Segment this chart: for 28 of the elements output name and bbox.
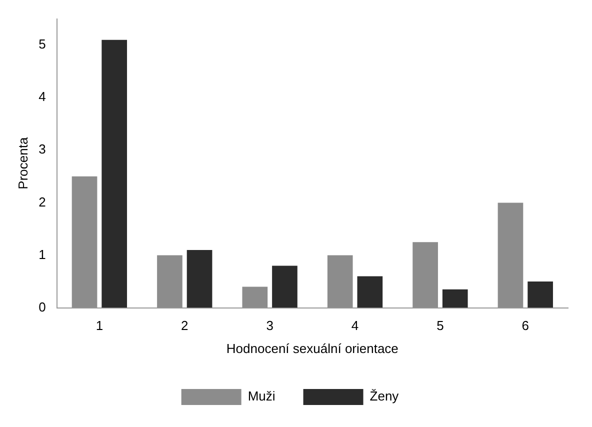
bar: [242, 286, 268, 308]
bar: [357, 276, 383, 308]
y-tick-label: 2: [38, 194, 46, 210]
legend-label: Ženy: [370, 388, 400, 404]
x-tick-label: 3: [266, 318, 274, 334]
bar: [186, 250, 212, 308]
legend-label: Muži: [248, 388, 276, 404]
bar: [102, 40, 128, 308]
x-tick-label: 1: [96, 318, 104, 334]
y-tick-label: 3: [38, 142, 46, 157]
bar: [327, 255, 353, 308]
y-axis-title: Procenta: [15, 136, 30, 190]
bar: [272, 266, 298, 308]
bar: [157, 255, 182, 308]
y-tick-label: 5: [38, 36, 46, 52]
y-tick-label: 4: [38, 89, 46, 104]
bar: [72, 176, 98, 308]
x-axis-title: Hodnocení sexuální orientace: [226, 340, 398, 356]
bar: [442, 289, 468, 308]
y-tick-label: 0: [38, 299, 46, 314]
bar: [498, 202, 524, 308]
bar: [412, 242, 438, 308]
y-tick-label: 1: [38, 246, 46, 262]
x-tick-label: 2: [181, 318, 188, 334]
x-tick-label: 6: [522, 318, 530, 334]
bar: [528, 282, 553, 308]
x-tick-label: 4: [351, 318, 359, 334]
x-tick-label: 5: [436, 318, 444, 334]
